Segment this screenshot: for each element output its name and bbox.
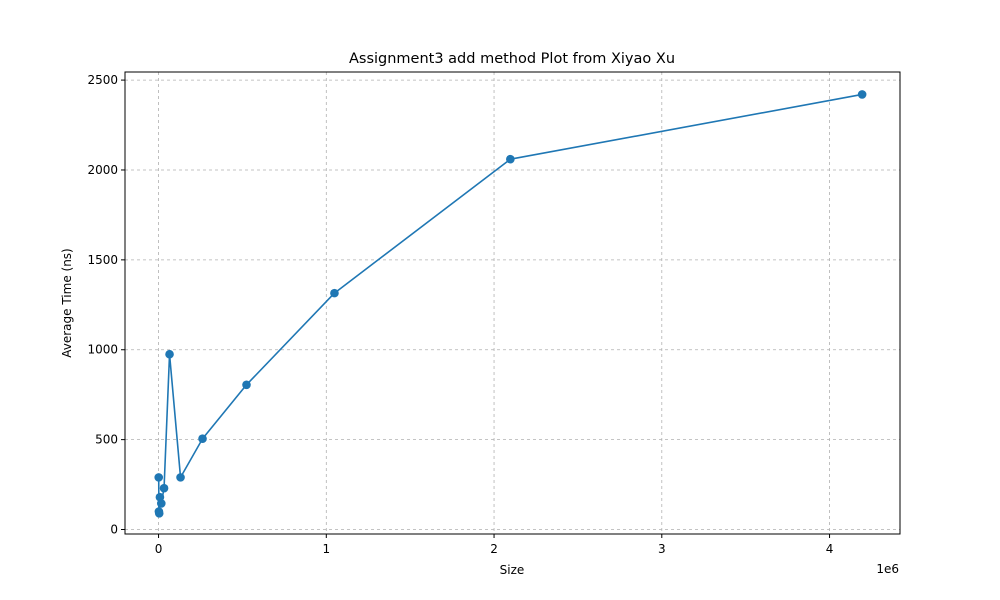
y-tick-label: 500 (95, 433, 118, 447)
x-tick-label: 2 (490, 542, 498, 556)
y-tick-label: 1000 (87, 343, 118, 357)
data-point (857, 90, 867, 99)
data-point (330, 288, 339, 298)
grid (125, 72, 900, 534)
data-point (242, 380, 251, 390)
y-tick-label: 0 (110, 523, 118, 537)
x-tick-label: 4 (826, 542, 834, 556)
y-axis-ticks: 0 500 1000 1500 2000 2500 (87, 73, 125, 537)
data-point (156, 499, 166, 508)
data-point (176, 473, 185, 482)
x-axis-ticks: 0 1 2 3 4 (155, 534, 834, 556)
x-tick-label: 0 (155, 542, 163, 556)
x-axis-label: Size (500, 563, 525, 577)
plot-frame (124, 71, 901, 535)
x-axis-offset-label: 1e6 (876, 562, 899, 576)
data-point (165, 349, 174, 359)
y-tick-label: 2500 (87, 73, 118, 87)
x-tick-label: 1 (322, 542, 330, 556)
data-point (506, 154, 515, 164)
y-tick-label: 2000 (87, 163, 118, 177)
data-point (154, 509, 164, 518)
data-point (159, 483, 169, 493)
data-series (154, 90, 867, 518)
chart-title: Assignment3 add method Plot from Xiyao X… (349, 51, 675, 67)
data-point (198, 434, 207, 444)
x-tick-label: 3 (658, 542, 666, 556)
y-tick-label: 1500 (87, 253, 118, 267)
y-axis-label: Average Time (ns) (60, 248, 74, 358)
data-point (154, 473, 164, 482)
